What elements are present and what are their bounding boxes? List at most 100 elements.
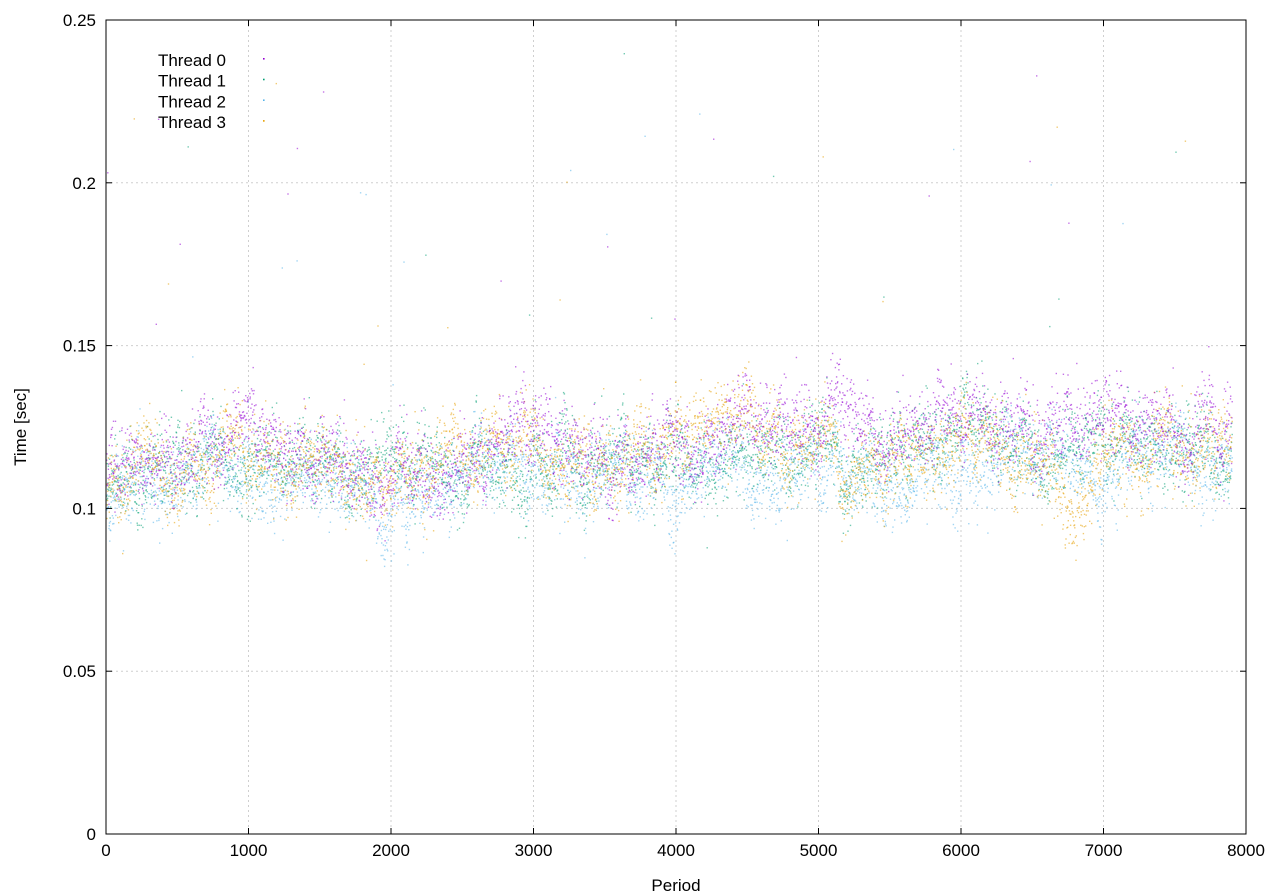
- data-point: [877, 483, 879, 486]
- data-point: [647, 450, 650, 452]
- data-point: [504, 460, 507, 462]
- data-point: [208, 430, 210, 432]
- data-point: [314, 445, 316, 447]
- data-point: [426, 454, 428, 457]
- data-point: [545, 504, 548, 506]
- data-point: [741, 441, 743, 443]
- data-point: [979, 490, 981, 492]
- data-point: [678, 497, 680, 499]
- data-point: [733, 466, 735, 469]
- data-point: [950, 457, 953, 460]
- data-point: [892, 501, 895, 503]
- data-point: [1010, 454, 1013, 456]
- data-point: [108, 525, 110, 527]
- data-point: [250, 485, 252, 487]
- data-point: [1093, 457, 1095, 459]
- data-point: [919, 448, 921, 450]
- data-point: [252, 496, 254, 499]
- data-point: [829, 464, 832, 467]
- data-point: [234, 475, 236, 477]
- data-point: [963, 467, 965, 469]
- data-point: [340, 456, 342, 459]
- data-point: [420, 514, 422, 517]
- data-point: [953, 148, 955, 151]
- data-point: [743, 460, 745, 462]
- data-point: [193, 422, 195, 425]
- data-point: [123, 489, 126, 492]
- data-point: [694, 487, 697, 489]
- data-point: [1195, 467, 1197, 469]
- data-point: [1208, 488, 1210, 490]
- data-point: [371, 473, 373, 476]
- data-point: [393, 504, 396, 507]
- data-point: [302, 494, 304, 497]
- data-point: [1168, 460, 1170, 462]
- data-point: [554, 396, 557, 399]
- data-point: [204, 451, 207, 453]
- data-point: [888, 476, 890, 479]
- data-point: [466, 493, 468, 496]
- data-point: [514, 423, 517, 425]
- data-point: [147, 492, 150, 495]
- data-point: [392, 384, 394, 386]
- data-point: [675, 508, 677, 511]
- data-point: [548, 498, 550, 501]
- data-point: [926, 481, 928, 483]
- data-point: [744, 469, 746, 471]
- data-point: [791, 455, 793, 457]
- data-point: [127, 480, 129, 482]
- data-point: [125, 518, 128, 520]
- data-point: [357, 504, 360, 506]
- data-point: [115, 455, 117, 458]
- data-point: [912, 505, 914, 507]
- data-point: [878, 473, 880, 475]
- data-point: [262, 449, 264, 451]
- data-point: [266, 445, 269, 448]
- data-point: [149, 457, 152, 459]
- data-point: [430, 506, 432, 508]
- data-point: [400, 477, 403, 479]
- data-point: [645, 474, 647, 477]
- data-point: [128, 441, 131, 443]
- data-point: [965, 459, 967, 461]
- data-point: [1228, 503, 1230, 505]
- data-point: [257, 489, 259, 491]
- data-point: [568, 494, 570, 496]
- data-point: [140, 462, 142, 464]
- data-point: [190, 456, 192, 458]
- data-point: [238, 449, 240, 451]
- data-point: [1113, 475, 1115, 477]
- data-point: [1093, 482, 1095, 485]
- data-point: [338, 448, 340, 450]
- data-point: [582, 513, 584, 515]
- data-point: [381, 525, 384, 527]
- data-point: [500, 463, 502, 465]
- data-point: [1124, 435, 1126, 438]
- data-point: [392, 448, 394, 451]
- data-point: [923, 497, 926, 499]
- data-point: [616, 471, 618, 473]
- data-point: [480, 412, 483, 414]
- data-point: [657, 458, 660, 461]
- data-point: [131, 492, 133, 494]
- data-point: [151, 473, 153, 475]
- data-point: [141, 518, 143, 520]
- data-point: [457, 475, 459, 477]
- data-point: [1226, 463, 1228, 466]
- data-point: [450, 503, 453, 506]
- data-point: [236, 486, 238, 488]
- data-point: [347, 506, 350, 508]
- data-point: [244, 467, 247, 469]
- data-point: [328, 482, 330, 484]
- data-point: [174, 491, 176, 493]
- data-point: [908, 506, 911, 509]
- data-point: [267, 490, 269, 493]
- data-point: [371, 508, 374, 510]
- data-point: [697, 454, 699, 457]
- data-point: [536, 496, 539, 499]
- data-point: [858, 488, 860, 491]
- data-point: [1098, 505, 1100, 508]
- data-point: [552, 472, 554, 474]
- data-point: [399, 465, 401, 467]
- data-point: [922, 444, 924, 446]
